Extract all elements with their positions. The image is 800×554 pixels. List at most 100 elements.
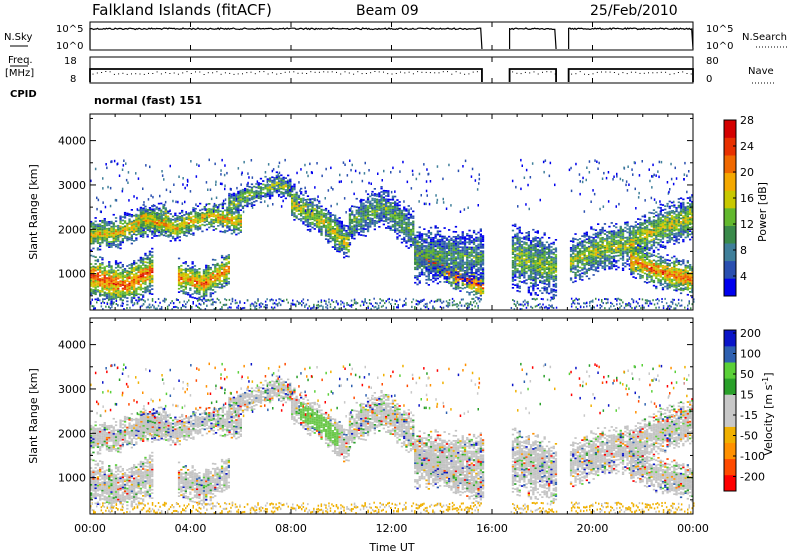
power-echo-cell <box>427 270 430 273</box>
power-echo-cell <box>250 201 254 204</box>
power-echo-cell <box>241 200 245 203</box>
power-echo-cell <box>468 285 471 287</box>
power-echo-cell <box>160 211 163 213</box>
power-echo-cell <box>112 301 115 304</box>
power-echo-cell <box>475 279 478 282</box>
power-echo-cell <box>92 275 95 278</box>
power-echo-cell <box>525 232 528 234</box>
power-echo-cell <box>373 211 376 214</box>
power-echo-cell <box>472 275 476 278</box>
power-echo-cell <box>205 286 208 289</box>
power-echo-cell <box>171 215 175 218</box>
power-echo-cell <box>576 255 579 258</box>
power-echo-cell <box>142 296 145 298</box>
power-echo-cell <box>405 231 408 234</box>
power-echo-cell <box>420 253 424 256</box>
power-echo-cell <box>382 210 385 212</box>
power-echo-cell <box>324 221 328 224</box>
power-echo-cell <box>108 266 111 268</box>
power-echo-cell <box>119 215 122 218</box>
power-echo-cell <box>364 206 367 209</box>
power-echo-cell <box>364 214 367 217</box>
power-echo-cell <box>135 218 138 221</box>
power-echo-cell <box>572 237 575 240</box>
power-echo-cell <box>466 283 469 286</box>
power-echo-cell <box>334 224 337 227</box>
power-echo-cell <box>550 274 553 277</box>
power-echo-cell <box>441 244 444 246</box>
power-echo-cell <box>202 276 206 278</box>
power-echo-cell <box>427 260 430 263</box>
power-echo-cell <box>360 215 363 218</box>
power-echo-cell <box>366 208 370 211</box>
power-echo-cell <box>177 281 181 283</box>
power-echo-cell <box>202 297 206 300</box>
power-echo-cell <box>318 219 321 221</box>
power-echo-cell <box>518 246 521 249</box>
power-echo-cell <box>477 251 480 254</box>
power-echo-cell <box>139 271 142 274</box>
power-echo-cell <box>284 177 287 179</box>
power-echo-cell <box>468 293 471 296</box>
power-echo-cell <box>223 267 226 269</box>
power-echo-cell <box>210 223 213 226</box>
power-echo-cell <box>407 223 410 226</box>
power-echo-cell <box>554 262 558 265</box>
power-echo-cell <box>135 280 138 283</box>
power-echo-cell <box>420 255 424 257</box>
power-echo-cell <box>418 263 421 266</box>
power-echo-cell <box>227 281 230 283</box>
power-echo-cell <box>583 247 586 250</box>
power-echo-cell <box>114 239 118 241</box>
power-echo-cell <box>309 230 312 233</box>
power-echo-cell <box>144 216 148 219</box>
power-echo-cell <box>306 220 310 223</box>
power-echo-cell <box>126 275 129 277</box>
power-echo-cell <box>92 285 95 288</box>
power-echo-cell <box>466 256 469 259</box>
power-echo-cell <box>121 226 124 228</box>
power-echo-cell <box>184 293 187 295</box>
power-echo-cell <box>536 265 539 268</box>
power-echo-cell <box>259 187 263 190</box>
power-echo-cell <box>184 277 187 280</box>
power-echo-cell <box>398 201 401 203</box>
power-echo-cell <box>345 246 348 249</box>
power-echo-cell <box>441 255 444 258</box>
power-echo-cell <box>289 193 292 196</box>
power-echo-cell <box>135 277 138 280</box>
power-echo-cell <box>380 194 383 197</box>
power-echo-cell <box>214 216 218 218</box>
power-echo-cell <box>90 229 93 231</box>
power-echo-cell <box>137 264 140 267</box>
power-echo-cell <box>466 238 469 240</box>
power-echo-cell <box>228 217 231 219</box>
nave-point <box>455 71 457 73</box>
power-echo-cell <box>157 219 161 222</box>
power-echo-cell <box>205 288 208 290</box>
power-echo-cell <box>340 249 343 252</box>
power-echo-cell <box>121 280 124 283</box>
power-echo-cell <box>400 238 404 240</box>
power-echo-cell <box>552 280 555 283</box>
power-echo-cell <box>250 203 254 206</box>
power-echo-cell <box>271 184 274 187</box>
power-echo-cell <box>576 254 579 256</box>
power-echo-cell <box>101 285 104 288</box>
power-echo-cell <box>160 216 163 219</box>
power-echo-cell <box>529 240 533 242</box>
power-echo-cell <box>338 247 341 250</box>
power-echo-cell <box>140 218 143 221</box>
power-echo-cell <box>443 260 446 263</box>
power-echo-cell <box>92 282 95 285</box>
power-echo-cell <box>470 287 473 290</box>
power-echo-cell <box>457 268 460 270</box>
power-echo-cell <box>362 209 365 211</box>
nave-point <box>297 72 299 74</box>
power-echo-cell <box>156 212 159 214</box>
power-echo-cell <box>235 210 238 212</box>
power-echo-cell <box>174 229 177 232</box>
power-echo-cell <box>382 206 385 209</box>
power-echo-cell <box>241 207 245 210</box>
power-echo-cell <box>578 243 582 245</box>
